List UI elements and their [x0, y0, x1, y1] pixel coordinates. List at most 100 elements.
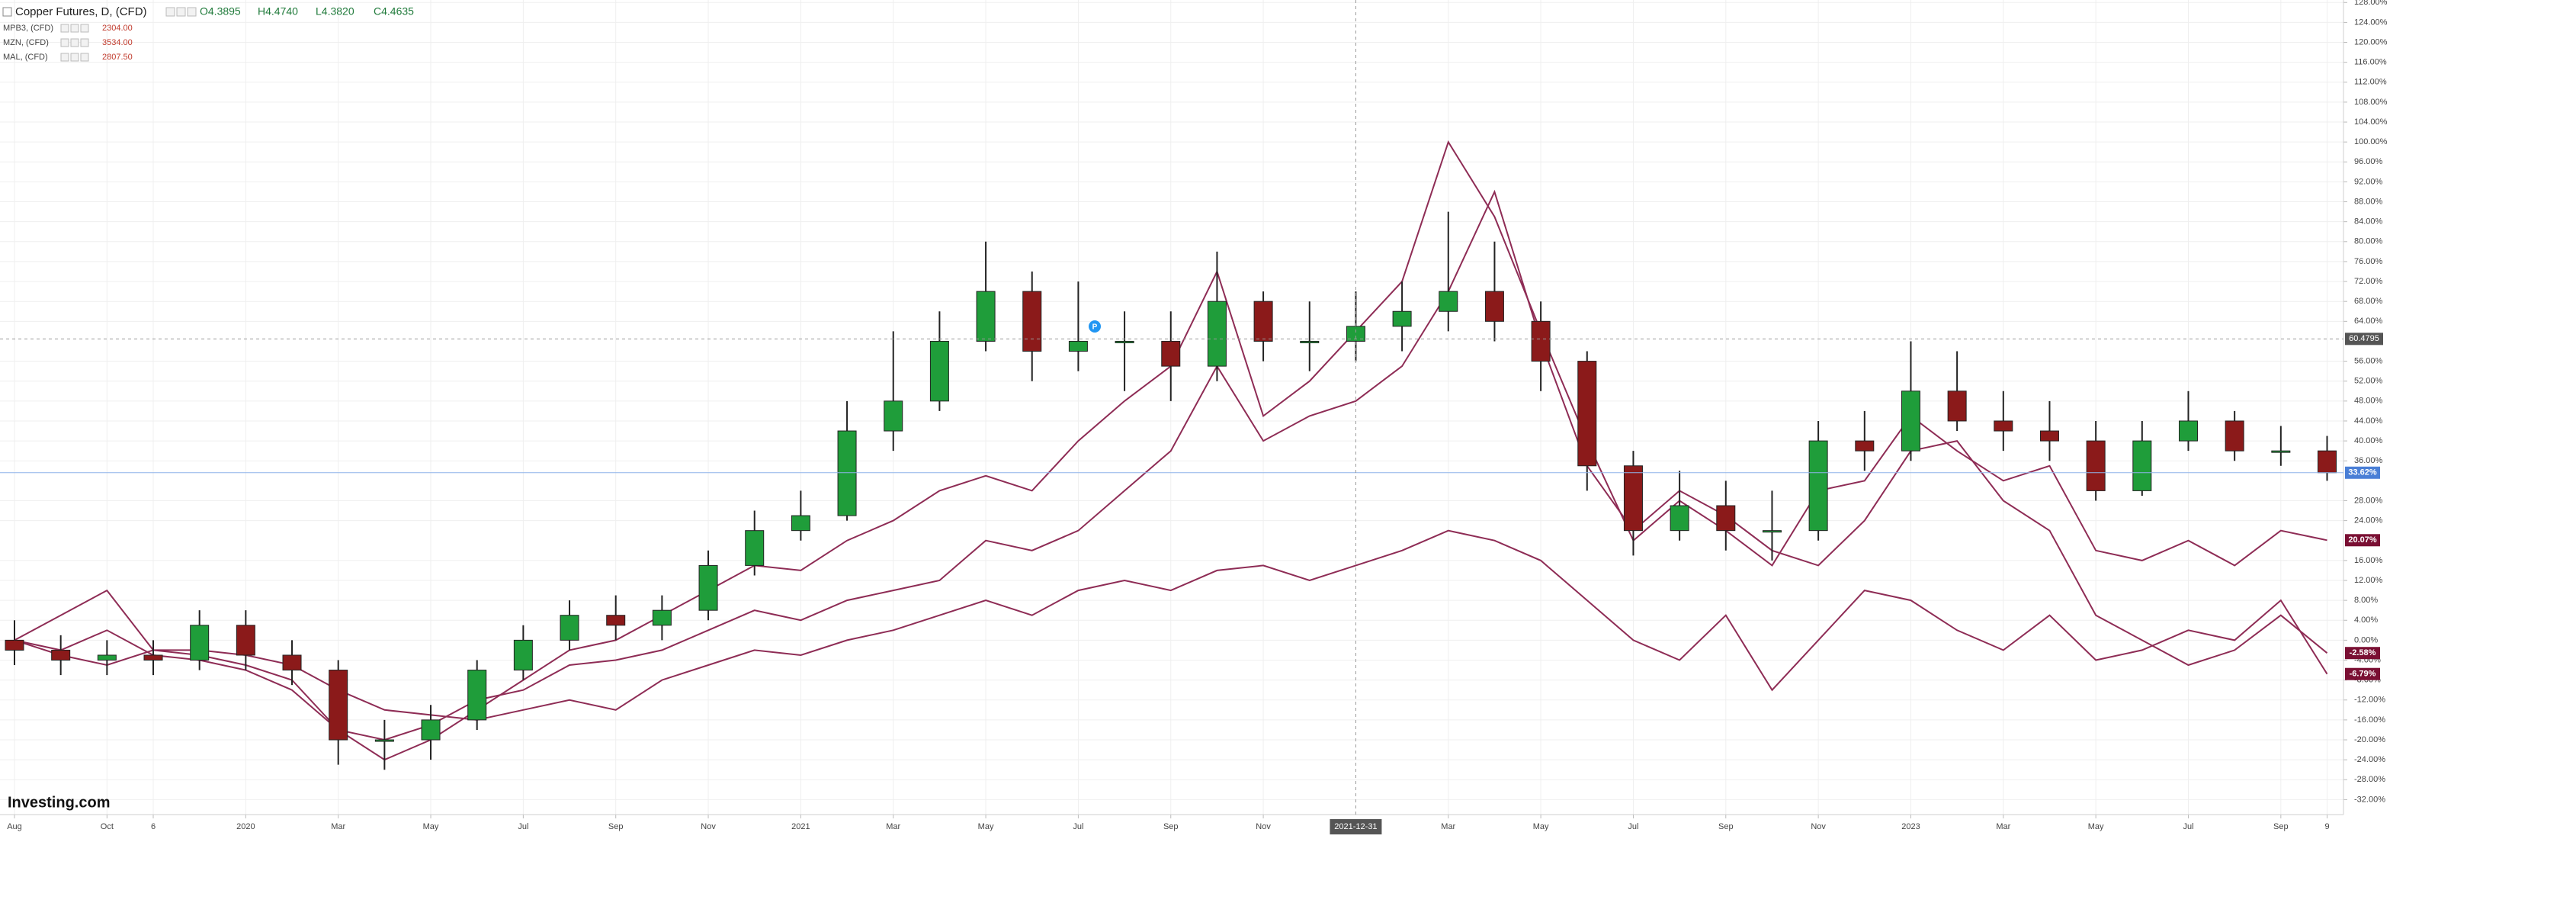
candle-body [1253, 301, 1273, 342]
candle-body [1392, 310, 1412, 327]
y-tick-label: 68.00% [2354, 297, 2383, 306]
candle-body [467, 670, 487, 721]
legend-ohlc: L4.3820 [316, 5, 354, 18]
overlay: 60.4795 2021-12-31 33.62% -6.79% -2.58% 20.07… [0, 0, 2383, 834]
x-tick-label: May [1533, 822, 1549, 831]
y-tick-label: -20.00% [2354, 735, 2385, 744]
candle-body [1947, 391, 1967, 422]
x-tick-label: May [423, 822, 439, 831]
x-tick-label: Sep [1718, 822, 1734, 831]
y-tick-label: 100.00% [2354, 137, 2388, 146]
legend-button[interactable] [165, 7, 175, 17]
y-tick-label: 56.00% [2354, 356, 2383, 365]
legend-button[interactable] [176, 7, 186, 17]
candle-body [1068, 340, 1088, 352]
legend-toggle[interactable] [2, 7, 12, 17]
candle-body [236, 625, 255, 656]
crosshair-x-badge [1330, 819, 1382, 834]
x-tick-label: 2021 [791, 822, 810, 831]
x-tick-label: Mar [1441, 822, 1455, 831]
y-tick-label: 120.00% [2354, 37, 2388, 47]
candle-body [2271, 450, 2291, 453]
legend-value: 2304.00 [102, 24, 133, 33]
legend-title: Copper Futures, D, (CFD) [15, 5, 147, 18]
candle-body [1439, 291, 1458, 312]
last-value-badge [2345, 647, 2380, 660]
y-tick-label: 80.00% [2354, 237, 2383, 246]
legend-button[interactable] [80, 24, 89, 33]
y-tick-label: 64.00% [2354, 317, 2383, 326]
y-tick-label: 48.00% [2354, 397, 2383, 406]
x-tick-label: Sep [608, 822, 624, 831]
plot-area [5, 140, 2337, 770]
y-tick-label: -32.00% [2354, 795, 2385, 804]
legend-value: 2807.50 [102, 53, 133, 62]
legend-button[interactable] [60, 53, 69, 62]
legend-button[interactable] [187, 7, 197, 17]
crosshair-y-label: 60.4795 [2349, 334, 2379, 343]
candle-body [2178, 420, 2198, 442]
y-tick-label: 108.00% [2354, 98, 2388, 107]
candle-body [745, 530, 765, 566]
x-tick-label: May [2088, 822, 2104, 831]
candle-body [1994, 420, 2013, 432]
event-marker[interactable] [1089, 320, 1101, 333]
x-tick-label: Jul [518, 822, 528, 831]
legend-button[interactable] [80, 38, 89, 47]
x-tick-label: Jul [1628, 822, 1638, 831]
series-line [14, 529, 2328, 721]
legend-button[interactable] [70, 24, 79, 33]
candle-body [2039, 430, 2059, 442]
y-tick-label: 44.00% [2354, 416, 2383, 426]
candle-body [1577, 361, 1597, 467]
y-tick-label: 92.00% [2354, 177, 2383, 186]
legend-name: MAL, (CFD) [3, 53, 48, 62]
x-tick-label: Jul [2183, 822, 2193, 831]
last-value-badge [2345, 667, 2380, 680]
x-tick-label: 2023 [1901, 822, 1920, 831]
y-tick-label: 52.00% [2354, 377, 2383, 386]
candle-body [5, 639, 24, 651]
legend-ohlc: O4.3895 [200, 5, 241, 18]
legend-button[interactable] [60, 24, 69, 33]
candle-body [1115, 340, 1134, 343]
candle-body [1901, 391, 1920, 452]
crosshair-y-badge [2345, 333, 2383, 346]
x-tick-label: 9 [2324, 822, 2329, 831]
y-tick-label: 76.00% [2354, 257, 2383, 266]
legend-button[interactable] [70, 38, 79, 47]
candle-body [1762, 530, 1782, 533]
x-tick-label: Mar [1996, 822, 2010, 831]
candle-body [143, 654, 163, 661]
crosshair-x-label: 2021-12-31 [1334, 822, 1377, 831]
y-tick-label: 24.00% [2354, 516, 2383, 526]
y-tick-label: 112.00% [2354, 78, 2387, 87]
candle-body [1207, 301, 1227, 367]
legend-button[interactable] [70, 53, 79, 62]
candle-body [374, 739, 394, 742]
y-tick-label: -16.00% [2354, 715, 2385, 725]
candle-body [1670, 505, 1689, 532]
y-tick-label: 16.00% [2354, 556, 2383, 565]
y-tick-label: 28.00% [2354, 496, 2383, 505]
legend-button[interactable] [60, 38, 69, 47]
legend-ohlc: C4.4635 [374, 5, 414, 18]
candle-body [560, 615, 579, 641]
candle-body [51, 649, 71, 661]
x-tick-label: 6 [151, 822, 156, 831]
candle-body [1484, 291, 1504, 322]
candle-body [2225, 420, 2244, 452]
candle-body [421, 719, 441, 741]
candle-body [1855, 440, 1875, 452]
candle-body [652, 609, 672, 626]
candle-body [97, 654, 117, 661]
legend-button[interactable] [80, 53, 89, 62]
series-line [14, 189, 2328, 741]
y-tick-label: 128.00% [2354, 0, 2388, 7]
candle-body [2132, 440, 2152, 491]
last-value-badge [2345, 534, 2380, 547]
candle-body [1161, 340, 1181, 367]
x-tick-label: Aug [7, 822, 22, 831]
